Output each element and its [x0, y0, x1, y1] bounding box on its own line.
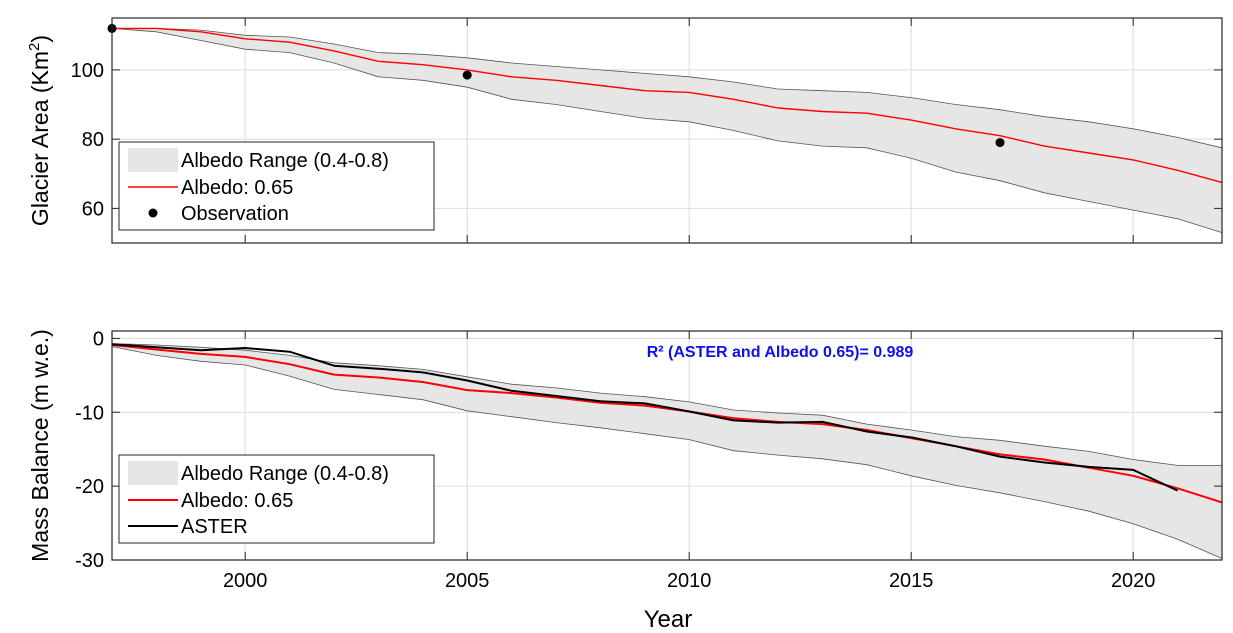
- aster-line: [111, 343, 1179, 492]
- legend: Albedo Range (0.4-0.8) Albedo: 0.65 Observ…: [118, 141, 435, 231]
- band-upper-edge: [111, 343, 1222, 466]
- legend-swatch-band: [128, 461, 178, 485]
- y-tick-label: 0: [93, 328, 104, 350]
- y-tick-label: -10: [75, 402, 104, 424]
- observation-point: [995, 138, 1005, 148]
- y-axis-label-close: ): [27, 35, 53, 43]
- x-tick-label: 2015: [889, 570, 934, 592]
- x-axis-label: Year: [644, 606, 693, 633]
- x-tick-label: 2020: [1111, 570, 1156, 592]
- mass-balance-panel: 2000 2005 2010 2015 2020 -30 -20 -10 0 Mass Balan…: [27, 328, 1223, 592]
- y-axis-label-text: Mass Balance (m w.e.): [27, 329, 53, 562]
- legend-label: Albedo Range (0.4-0.8): [181, 150, 389, 172]
- legend-label: Observation: [181, 203, 289, 225]
- observation-point: [462, 70, 472, 80]
- y-axis-label-superscript: 2: [26, 43, 43, 51]
- albedo-range-band: [112, 28, 1222, 233]
- glacier-area-panel: 60 80 100 Glacier Area (Km2) Albedo Range (0…: [26, 17, 1223, 244]
- y-tick-label: 80: [82, 129, 104, 151]
- legend-swatch-band: [128, 148, 178, 172]
- albedo-0-65-line: [111, 344, 1223, 504]
- band-lower-edge: [111, 346, 1223, 559]
- y-tick-label: 60: [82, 198, 104, 220]
- legend: Albedo Range (0.4-0.8) Albedo: 0.65 ASTER: [118, 454, 435, 544]
- axes-frame: [111, 330, 1223, 561]
- y-axis-label: Mass Balance (m w.e.): [27, 329, 53, 562]
- y-tick-label: 100: [71, 60, 104, 82]
- legend-label: Albedo Range (0.4-0.8): [181, 463, 389, 485]
- y-tick-label: -30: [75, 550, 104, 572]
- band-upper-edge: [112, 28, 1223, 149]
- albedo-range-band: [112, 343, 1222, 559]
- r-squared-annotation: R² (ASTER and Albedo 0.65)= 0.989: [647, 344, 914, 361]
- albedo-0-65-line: [112, 27, 1223, 184]
- y-axis-label-text: Glacier Area (Km: [27, 51, 53, 226]
- band-lower-edge: [111, 28, 1223, 233]
- legend-label: Albedo: 0.65: [181, 490, 293, 512]
- y-tick-label: -20: [75, 476, 104, 498]
- axes-frame: [111, 17, 1223, 244]
- x-tick-label: 2000: [223, 570, 268, 592]
- legend-swatch-point: [148, 208, 158, 218]
- x-tick-label: 2005: [445, 570, 490, 592]
- legend-label: ASTER: [181, 516, 248, 538]
- y-axis-label: Glacier Area (Km2): [26, 35, 53, 226]
- legend-label: Albedo: 0.65: [181, 177, 293, 199]
- x-tick-label: 2010: [667, 570, 712, 592]
